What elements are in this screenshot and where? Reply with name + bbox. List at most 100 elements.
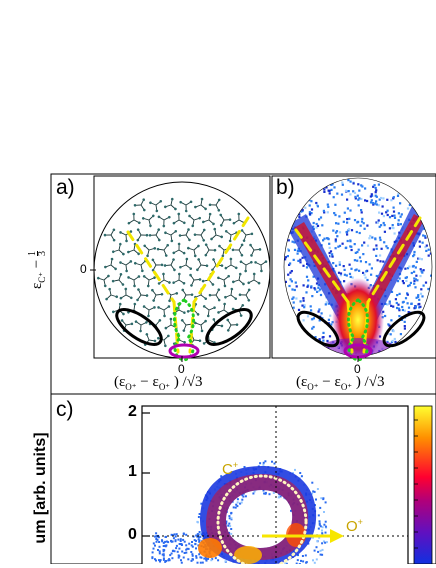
- density-speck: [181, 562, 183, 564]
- density-speck: [409, 284, 411, 286]
- density-speck: [432, 235, 434, 237]
- density-speck: [377, 259, 379, 261]
- density-speck: [180, 538, 182, 540]
- density-speck: [320, 497, 322, 499]
- density-speck: [402, 344, 404, 346]
- density-speck: [295, 282, 297, 284]
- density-speck: [327, 206, 329, 208]
- density-speck: [320, 187, 322, 189]
- density-speck: [337, 223, 339, 225]
- density-speck: [346, 233, 348, 235]
- density-speck: [293, 324, 295, 326]
- density-speck: [372, 355, 374, 357]
- density-speck: [285, 208, 287, 210]
- density-speck: [300, 300, 302, 302]
- density-speck: [428, 249, 430, 251]
- density-speck: [393, 351, 395, 353]
- density-speck: [399, 277, 401, 279]
- density-speck: [297, 206, 299, 208]
- density-speck: [335, 222, 337, 224]
- density-speck: [178, 548, 180, 550]
- molecule-glyph: [222, 318, 239, 334]
- density-speck: [289, 262, 291, 264]
- density-speck: [403, 190, 405, 192]
- density-speck: [299, 259, 301, 261]
- density-speck: [294, 211, 296, 213]
- density-speck: [354, 192, 356, 194]
- density-speck: [170, 540, 172, 542]
- density-speck: [328, 190, 330, 192]
- panel-c-cplus-annotation: C+: [222, 460, 238, 478]
- density-speck: [405, 297, 407, 299]
- density-speck: [319, 523, 321, 525]
- density-speck: [181, 551, 183, 553]
- density-speck: [198, 533, 200, 535]
- density-speck: [415, 275, 417, 277]
- xlabel-close: ) /√3: [352, 374, 384, 390]
- density-speck: [300, 201, 302, 203]
- density-speck: [323, 238, 325, 240]
- density-speck: [387, 210, 389, 212]
- density-speck: [427, 228, 429, 230]
- density-speck: [152, 551, 154, 553]
- density-speck: [358, 190, 360, 192]
- density-speck: [408, 307, 410, 309]
- density-speck: [293, 259, 295, 261]
- density-speck: [393, 215, 395, 217]
- density-speck: [412, 255, 414, 257]
- density-speck: [181, 544, 183, 546]
- density-speck: [371, 236, 373, 238]
- density-speck: [313, 184, 315, 186]
- density-speck: [353, 182, 355, 184]
- density-speck: [384, 354, 386, 356]
- panel-a-label: a): [56, 176, 75, 200]
- density-speck: [291, 298, 293, 300]
- density-speck: [278, 496, 280, 498]
- density-speck: [300, 340, 302, 342]
- density-speck: [356, 260, 358, 262]
- density-speck: [210, 559, 212, 561]
- density-speck: [420, 288, 422, 290]
- density-speck: [429, 323, 431, 325]
- density-speck: [412, 197, 414, 199]
- density-speck: [313, 326, 315, 328]
- density-speck: [424, 204, 426, 206]
- density-speck: [229, 525, 231, 527]
- density-speck: [318, 346, 320, 348]
- density-speck: [300, 335, 302, 337]
- molecule-glyph: [154, 211, 171, 228]
- density-speck: [263, 462, 265, 464]
- density-speck: [297, 559, 299, 561]
- density-speck: [329, 315, 331, 317]
- density-speck: [165, 544, 167, 546]
- molecule-glyph: [102, 257, 117, 273]
- density-speck: [332, 256, 334, 258]
- density-speck: [402, 309, 404, 311]
- molecule-glyph: [191, 258, 208, 275]
- density-speck: [156, 541, 158, 543]
- density-speck: [263, 493, 265, 495]
- density-speck: [314, 352, 316, 354]
- density-speck: [354, 196, 356, 198]
- density-speck: [382, 197, 384, 199]
- density-speck: [313, 317, 315, 319]
- density-speck: [403, 194, 405, 196]
- density-speck: [334, 214, 336, 216]
- density-speck: [291, 270, 293, 272]
- density-speck: [349, 239, 351, 241]
- density-speck: [262, 464, 264, 466]
- density-speck: [154, 558, 156, 560]
- density-speck: [341, 194, 343, 196]
- density-speck: [382, 179, 384, 181]
- density-speck: [186, 548, 188, 550]
- density-speck: [225, 560, 227, 562]
- density-speck: [325, 521, 327, 523]
- density-speck: [286, 311, 288, 313]
- molecule-glyph: [184, 270, 201, 287]
- density-speck: [384, 315, 386, 317]
- density-speck: [316, 546, 318, 548]
- density-speck: [394, 232, 396, 234]
- molecule-glyph: [186, 214, 201, 228]
- density-speck: [175, 540, 177, 542]
- density-speck: [329, 192, 331, 194]
